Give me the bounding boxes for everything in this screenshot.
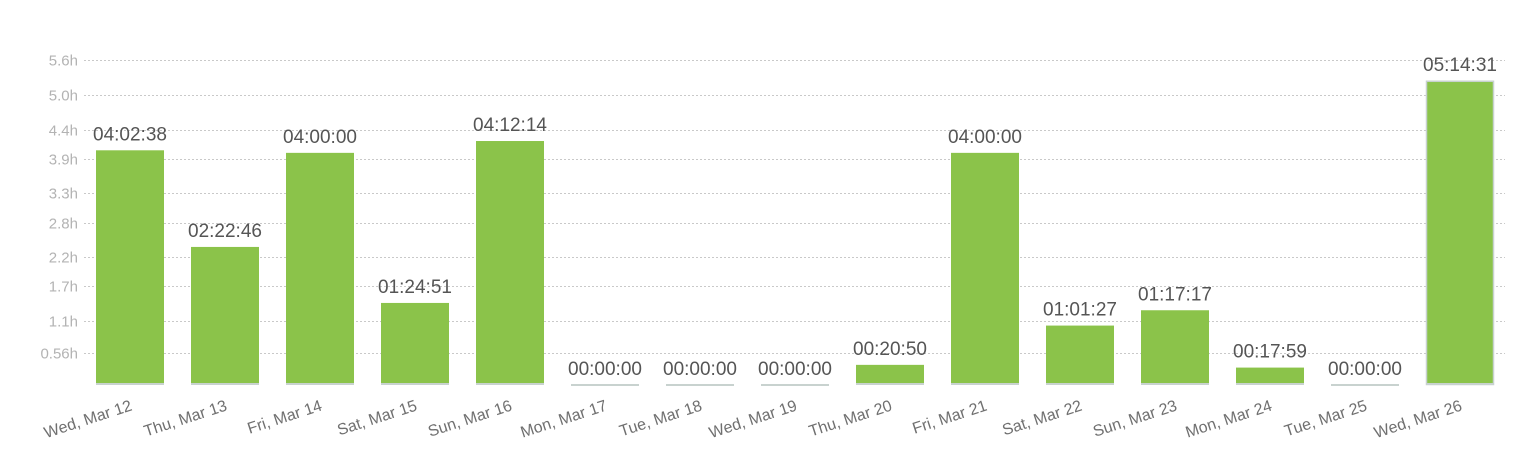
x-tick-label: Fri, Mar 14 — [245, 398, 324, 438]
x-tick-label: Wed, Mar 19 — [707, 398, 799, 442]
x-tick-label: Sun, Mar 23 — [1091, 398, 1179, 441]
bar — [1046, 325, 1114, 385]
x-tick-label: Fri, Mar 21 — [910, 398, 989, 438]
x-tick-label: Mon, Mar 24 — [1184, 398, 1275, 442]
bar-base-edge — [951, 383, 1019, 385]
bar-base-edge — [191, 383, 259, 385]
x-tick-label: Sun, Mar 16 — [426, 398, 514, 441]
bar-base-edge — [476, 383, 544, 385]
y-tick-label: 1.1h — [49, 314, 78, 331]
x-tick-label: Mon, Mar 17 — [519, 398, 610, 442]
x-tick-label: Wed, Mar 26 — [1372, 398, 1464, 442]
x-tick-label: Tue, Mar 25 — [1283, 398, 1370, 441]
bar — [96, 150, 164, 385]
bar — [286, 152, 354, 385]
bar-base-edge — [1046, 383, 1114, 385]
bar-base-edge — [96, 383, 164, 385]
x-axis-tick-labels: Wed, Mar 12 Thu, Mar 13 Fri, Mar 14 Sat, Ma… — [42, 398, 1464, 442]
data-label: 00:00:00 — [1328, 359, 1402, 380]
bar-highlight-outline — [1425, 80, 1495, 386]
data-label: 04:00:00 — [948, 127, 1022, 148]
data-label: 00:00:00 — [568, 359, 642, 380]
data-label: 02:22:46 — [188, 221, 262, 242]
y-tick-label: 5.6h — [49, 53, 78, 70]
bar — [951, 152, 1019, 385]
data-label: 00:17:59 — [1233, 342, 1307, 363]
data-label: 01:24:51 — [378, 277, 452, 298]
bar — [191, 246, 259, 385]
data-label: 00:00:00 — [663, 359, 737, 380]
bar-base-edge — [1236, 383, 1304, 385]
data-label: 01:01:27 — [1043, 300, 1117, 321]
data-label: 04:12:14 — [473, 115, 547, 136]
bars — [96, 80, 1495, 386]
bar — [381, 302, 449, 385]
bar — [1141, 310, 1209, 385]
y-tick-label: 2.2h — [49, 250, 78, 267]
bar-base-edge — [856, 383, 924, 385]
bar-base-edge — [1141, 383, 1209, 385]
y-tick-label: 1.7h — [49, 279, 78, 296]
y-tick-label: 4.4h — [49, 123, 78, 140]
data-label: 00:00:00 — [758, 359, 832, 380]
y-tick-label: 5.0h — [49, 88, 78, 105]
y-tick-label: 3.3h — [49, 186, 78, 203]
x-tick-label: Thu, Mar 13 — [142, 398, 229, 441]
x-tick-label: Wed, Mar 12 — [42, 398, 134, 442]
y-axis-tick-labels: 0.56h 1.1h 1.7h 2.2h 2.8h 3.3h 3.9h 4.4h 5.0h 5.6… — [40, 53, 78, 363]
bar — [476, 141, 544, 385]
x-tick-label: Sat, Mar 22 — [1000, 398, 1084, 440]
y-tick-label: 0.56h — [40, 346, 78, 363]
data-label: 04:02:38 — [93, 124, 167, 145]
x-tick-label: Sat, Mar 15 — [335, 398, 419, 440]
x-tick-label: Tue, Mar 18 — [618, 398, 705, 441]
data-label: 05:14:31 — [1423, 55, 1497, 76]
y-tick-label: 2.8h — [49, 216, 78, 233]
bar-base-edge — [381, 383, 449, 385]
y-tick-label: 3.9h — [49, 152, 78, 169]
bar-base-edge — [286, 383, 354, 385]
data-label: 00:20:50 — [853, 339, 927, 360]
data-label: 04:00:00 — [283, 127, 357, 148]
bar — [1236, 367, 1304, 385]
bar — [1426, 80, 1494, 385]
data-label: 01:17:17 — [1138, 284, 1212, 305]
bar — [856, 364, 924, 385]
data-labels: 04:02:38 02:22:46 04:00:00 01:24:51 04:12:14… — [93, 55, 1497, 380]
x-tick-label: Thu, Mar 20 — [807, 398, 894, 441]
